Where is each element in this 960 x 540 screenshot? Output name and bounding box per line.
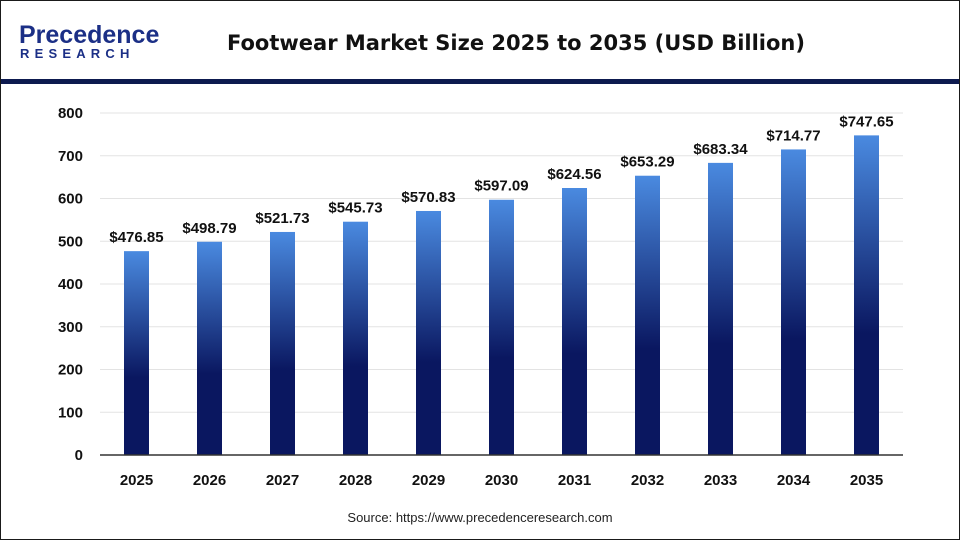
- chart-title: Footwear Market Size 2025 to 2035 (USD B…: [227, 31, 805, 55]
- bar-2033: [708, 162, 733, 456]
- y-tick-label: 200: [58, 362, 83, 379]
- data-label-2027: $521.73: [255, 210, 309, 227]
- data-label-2033: $683.34: [693, 141, 748, 158]
- brand-logo: Precedence RESEARCH: [19, 21, 169, 65]
- data-label-2026: $498.79: [182, 220, 236, 237]
- bar-2030: [489, 199, 514, 455]
- data-label-2028: $545.73: [328, 200, 382, 217]
- y-tick-label: 0: [75, 447, 83, 464]
- data-labels: $476.85 $498.79 $521.73 $545.73 $570.83 $597.…: [109, 113, 893, 246]
- y-tick-label: 300: [58, 319, 83, 336]
- bar-2027: [270, 231, 295, 455]
- source-note: Source: https://www.precedenceresearch.c…: [347, 510, 613, 525]
- chart-area: 0 100 200 300 400 500 600 700 800 $476.85 $498.79…: [0, 90, 960, 510]
- bar-2034: [781, 149, 806, 455]
- header-divider: [1, 79, 959, 84]
- y-axis-ticks: 0 100 200 300 400 500 600 700 800: [58, 105, 83, 464]
- data-label-2032: $653.29: [620, 154, 674, 171]
- bar-2035: [854, 135, 879, 455]
- x-tick-label-2033: 2033: [704, 472, 737, 489]
- y-tick-label: 700: [58, 148, 83, 165]
- bar-2031: [562, 188, 587, 455]
- bar-chart: 0 100 200 300 400 500 600 700 800 $476.85 $498.79…: [58, 105, 903, 489]
- logo-wordmark: Precedence: [19, 21, 160, 49]
- data-label-2035: $747.65: [839, 113, 893, 130]
- y-tick-label: 500: [58, 233, 83, 250]
- bars: [124, 135, 879, 456]
- bar-2026: [197, 241, 222, 455]
- x-tick-label-2030: 2030: [485, 472, 518, 489]
- bar-2028: [343, 221, 368, 455]
- gridlines: [100, 112, 903, 413]
- y-tick-label: 100: [58, 404, 83, 421]
- y-tick-label: 800: [58, 105, 83, 122]
- bar-2025: [124, 251, 149, 455]
- bar-2032: [635, 175, 660, 455]
- bar-2029: [416, 210, 441, 455]
- y-tick-label: 400: [58, 276, 83, 293]
- header: Precedence RESEARCH Footwear Market Size…: [1, 1, 959, 79]
- data-label-2025: $476.85: [109, 229, 163, 246]
- x-tick-label-2026: 2026: [193, 472, 226, 489]
- x-axis-ticks: 2025 2026 2027 2028 2029 2030 2031 2032 2033 2034…: [120, 472, 883, 489]
- x-tick-label-2032: 2032: [631, 472, 664, 489]
- x-tick-label-2031: 2031: [558, 472, 591, 489]
- y-tick-label: 600: [58, 191, 83, 208]
- data-label-2034: $714.77: [766, 127, 820, 144]
- x-tick-label-2027: 2027: [266, 472, 299, 489]
- x-tick-label-2034: 2034: [777, 472, 811, 489]
- x-tick-label-2028: 2028: [339, 472, 372, 489]
- data-label-2029: $570.83: [401, 189, 455, 206]
- data-label-2031: $624.56: [547, 166, 601, 183]
- x-tick-label-2035: 2035: [850, 472, 883, 489]
- logo-subtitle: RESEARCH: [20, 46, 135, 61]
- x-tick-label-2025: 2025: [120, 472, 153, 489]
- data-label-2030: $597.09: [474, 178, 528, 195]
- x-tick-label-2029: 2029: [412, 472, 445, 489]
